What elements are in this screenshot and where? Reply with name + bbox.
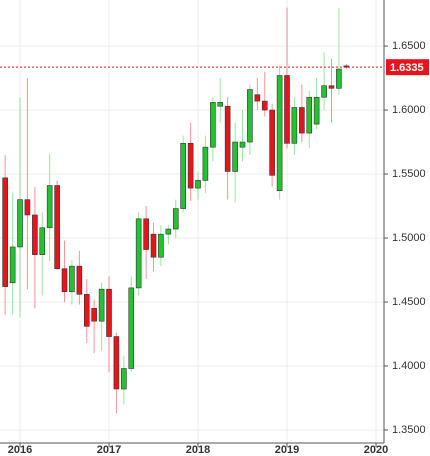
candle-body	[261, 100, 268, 111]
candle-body	[106, 288, 112, 337]
candle-body	[9, 246, 16, 284]
candle-body	[91, 308, 97, 322]
x-tick-label: 2017	[97, 444, 121, 456]
candle-body	[165, 228, 172, 235]
candle-body	[32, 214, 38, 255]
candle-body	[76, 265, 83, 295]
candle-body	[98, 288, 105, 322]
candle-body	[143, 218, 149, 250]
candle-body	[39, 227, 46, 255]
candle-body	[202, 146, 209, 181]
y-tick-label: 1.3500	[392, 424, 426, 436]
candle-body	[313, 96, 320, 125]
candle-body	[217, 102, 224, 107]
candle-body	[113, 336, 120, 390]
candle-body	[284, 75, 290, 144]
candle-body	[328, 85, 335, 89]
candle-body	[291, 107, 298, 144]
candle-body	[172, 208, 179, 230]
y-tick-label: 1.4000	[392, 360, 426, 372]
y-tick-label: 1.5500	[392, 168, 426, 180]
candle-body	[69, 265, 75, 293]
candle-body	[46, 185, 53, 229]
x-tick-label: 2016	[8, 444, 32, 456]
candle-body	[128, 287, 135, 369]
candle-body	[61, 268, 68, 293]
current-price-box	[386, 59, 429, 76]
y-tick-label: 1.6000	[392, 104, 426, 116]
candle-body	[158, 233, 164, 258]
candle-body	[336, 68, 342, 89]
candle-body	[239, 141, 246, 148]
candle-body	[187, 143, 194, 189]
y-tick-label: 1.5000	[392, 232, 426, 244]
candle-body	[224, 105, 231, 172]
candle-body	[150, 233, 157, 258]
candle-body	[135, 218, 142, 289]
x-tick-label: 2020	[364, 444, 388, 456]
candle-body	[210, 102, 216, 148]
candle-body	[306, 96, 313, 134]
current-price-label: 1.6335	[390, 62, 424, 74]
candle-body	[195, 180, 201, 189]
candle-body	[254, 94, 261, 102]
candle-body	[54, 185, 60, 270]
candle-body	[269, 109, 275, 176]
candle-body	[121, 368, 127, 390]
y-tick-label: 1.4500	[392, 296, 426, 308]
x-tick-label: 2018	[186, 444, 210, 456]
x-tick-label: 2019	[275, 444, 299, 456]
candle-body	[276, 75, 283, 191]
y-tick-label: 1.6500	[392, 40, 426, 52]
candle-body	[2, 177, 8, 287]
candle-body	[321, 85, 327, 98]
candle-body	[343, 65, 350, 68]
candle-body	[24, 199, 31, 216]
candle-body	[232, 141, 238, 172]
candle-body	[299, 107, 305, 134]
candle-body	[83, 294, 90, 327]
candle-body	[17, 199, 23, 248]
candle-body	[247, 89, 253, 143]
candle-body	[180, 143, 186, 209]
